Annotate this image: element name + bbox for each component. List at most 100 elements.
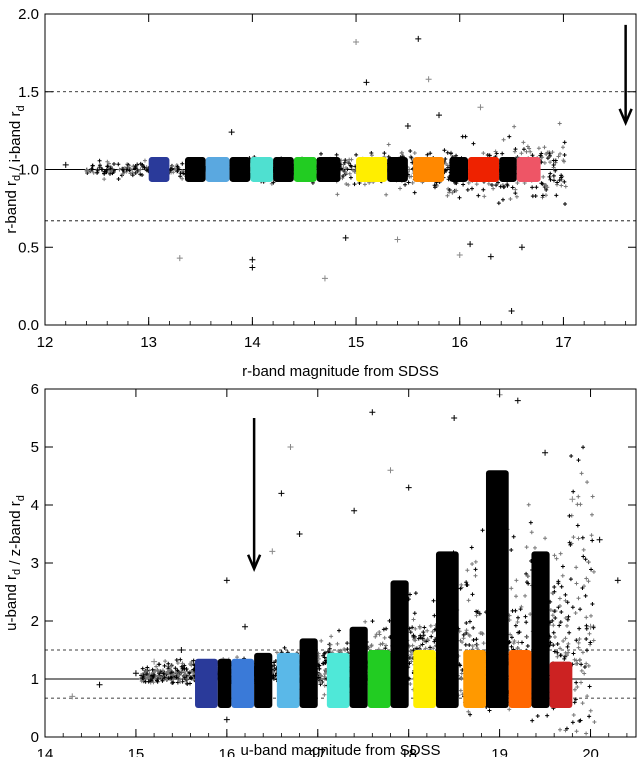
bin-mark — [276, 652, 300, 708]
scatter-point — [409, 652, 414, 657]
bottom-arrow — [246, 418, 262, 572]
scatter-point — [545, 156, 550, 161]
bin-mark — [367, 650, 391, 708]
scatter-point — [457, 195, 462, 200]
scatter-point — [473, 573, 478, 578]
outlier-point — [353, 38, 360, 45]
scatter-point — [539, 181, 544, 186]
scatter-point — [530, 153, 535, 158]
scatter-point — [328, 642, 333, 647]
scatter-point — [412, 190, 417, 195]
outlier-point — [249, 256, 256, 263]
bottom-y-ticks: 0 1 2 3 4 5 6 — [31, 381, 636, 746]
scatter-point — [188, 675, 193, 680]
scatter-point — [582, 584, 587, 589]
scatter-point — [552, 635, 557, 640]
bin-mark — [148, 157, 170, 182]
scatter-point — [470, 562, 475, 567]
scatter-point — [558, 151, 563, 156]
scatter-point — [591, 569, 596, 574]
scatter-point — [562, 140, 567, 145]
scatter-point — [514, 578, 519, 583]
scatter-point — [519, 640, 524, 645]
scatter-point — [530, 194, 535, 199]
scatter-point — [577, 718, 582, 723]
scatter-point — [584, 626, 589, 631]
bin-mark — [390, 580, 409, 708]
scatter-point — [529, 530, 534, 535]
scatter-point — [138, 172, 143, 177]
scatter-point — [557, 178, 562, 183]
scatter-point — [526, 581, 531, 586]
y-tick-label: 5 — [31, 439, 39, 456]
scatter-point — [382, 151, 387, 156]
scatter-point — [564, 653, 569, 658]
scatter-point — [584, 661, 589, 666]
scatter-point — [177, 677, 182, 682]
scatter-point — [148, 678, 153, 683]
scatter-point — [532, 545, 537, 550]
scatter-point — [322, 655, 327, 660]
scatter-point — [584, 731, 589, 736]
bin-mark — [250, 157, 274, 182]
scatter-point — [577, 657, 582, 662]
scatter-point — [235, 655, 240, 660]
scatter-point — [536, 146, 541, 151]
scatter-point — [558, 551, 563, 556]
scatter-point — [561, 158, 566, 163]
scatter-point — [508, 632, 513, 637]
scatter-point — [411, 617, 416, 622]
scatter-point — [159, 676, 164, 681]
scatter-point — [574, 565, 579, 570]
scatter-point — [475, 642, 480, 647]
scatter-point — [463, 134, 468, 139]
scatter-point — [524, 620, 529, 625]
scatter-point — [102, 169, 107, 174]
scatter-point — [467, 619, 472, 624]
scatter-point — [422, 638, 427, 643]
scatter-point — [174, 670, 179, 675]
scatter-point — [384, 643, 389, 648]
scatter-point — [523, 593, 528, 598]
scatter-point — [563, 636, 568, 641]
scatter-point — [516, 615, 521, 620]
scatter-point — [563, 184, 568, 189]
scatter-point — [562, 152, 567, 157]
scatter-point — [97, 158, 102, 163]
scatter-point — [416, 636, 421, 641]
scatter-point — [464, 621, 469, 626]
scatter-point — [509, 635, 514, 640]
scatter-point — [580, 650, 585, 655]
scatter-point — [582, 671, 587, 676]
scatter-point — [430, 629, 435, 634]
scatter-point — [543, 536, 548, 541]
scatter-point — [550, 150, 555, 155]
scatter-point — [548, 160, 553, 165]
scatter-point — [464, 582, 469, 587]
scatter-point — [558, 727, 563, 732]
scatter-point — [524, 545, 529, 550]
scatter-point — [377, 630, 382, 635]
scatter-point — [591, 638, 596, 643]
scatter-point — [323, 660, 328, 665]
scatter-point — [566, 641, 571, 646]
scatter-point — [183, 672, 188, 677]
scatter-point — [344, 181, 349, 186]
scatter-point — [362, 182, 367, 187]
scatter-point — [565, 644, 570, 649]
outlier-point — [287, 444, 294, 450]
top-x-ticks: 12 13 14 15 16 17 — [37, 14, 627, 351]
scatter-point — [513, 191, 518, 196]
scatter-point — [336, 648, 341, 653]
scatter-point — [500, 151, 505, 156]
scatter-point — [541, 174, 546, 179]
scatter-point — [175, 168, 180, 173]
scatter-point — [138, 167, 143, 172]
scatter-point — [470, 592, 475, 597]
scatter-point — [572, 687, 577, 692]
scatter-point — [412, 637, 417, 642]
scatter-point — [552, 649, 557, 654]
scatter-point — [155, 668, 160, 673]
scatter-point — [574, 729, 579, 734]
scatter-point — [120, 167, 125, 172]
